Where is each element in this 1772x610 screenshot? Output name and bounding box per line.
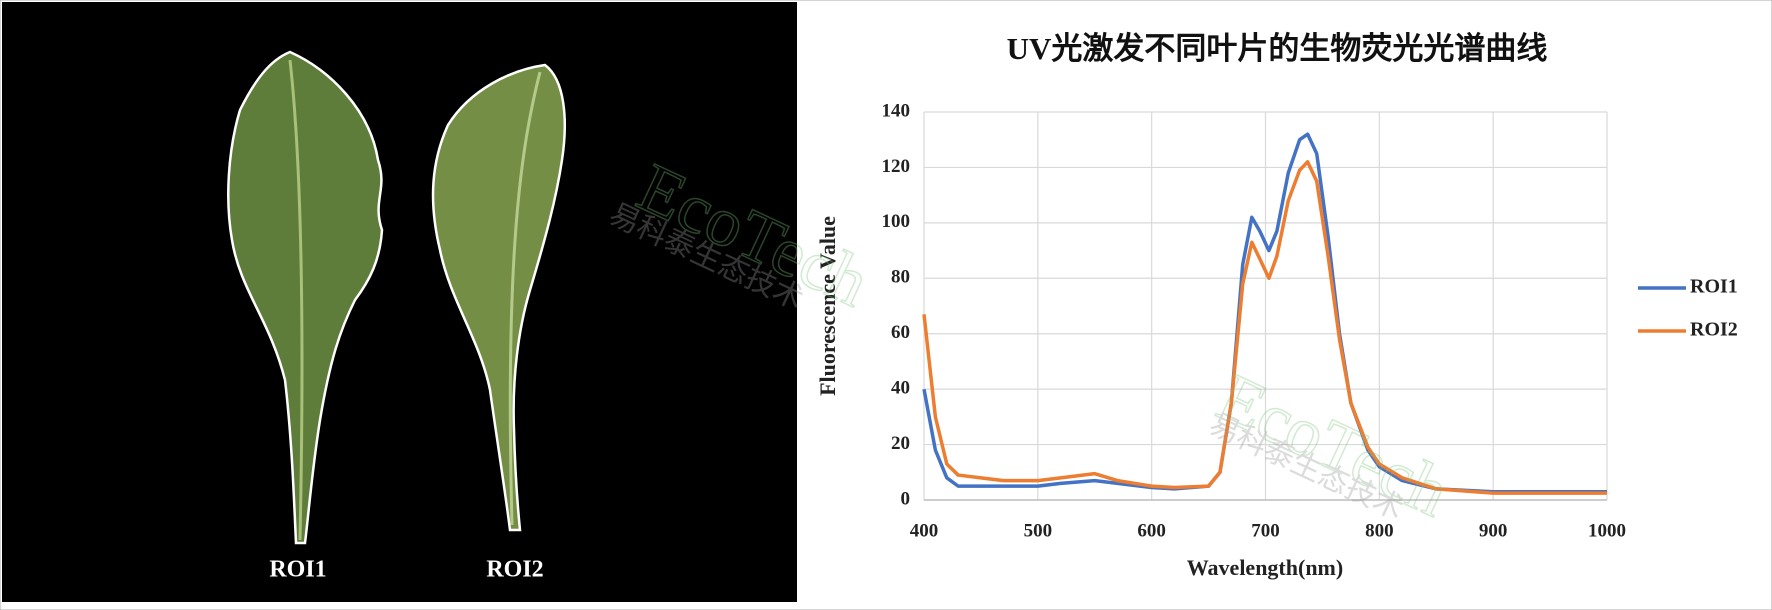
x-tick-label: 700 — [1251, 520, 1280, 541]
legend-label: ROI1 — [1690, 276, 1738, 298]
legend-label: ROI2 — [1690, 319, 1738, 341]
y-tick-label: 100 — [882, 211, 911, 232]
x-tick-label: 800 — [1365, 520, 1394, 541]
image-label: ROI2 — [486, 557, 543, 583]
y-tick-label: 60 — [891, 322, 910, 343]
line-series — [922, 160, 1607, 495]
x-axis-label: Wavelength(nm) — [1187, 555, 1343, 580]
y-tick-label: 120 — [882, 156, 911, 177]
y-axis-label: Fluorescence Value — [815, 216, 840, 396]
x-tick-label: 600 — [1137, 520, 1166, 541]
x-tick-label: 400 — [910, 520, 939, 541]
y-tick-label: 0 — [901, 488, 911, 509]
leaf-roi2 — [431, 63, 566, 532]
y-tick-label: 20 — [891, 433, 910, 454]
x-tick-label: 900 — [1479, 520, 1508, 541]
y-tick-label: 140 — [882, 100, 911, 121]
photo-panel — [2, 2, 797, 602]
y-tick-label: 40 — [891, 378, 910, 399]
leaf-roi1 — [227, 50, 384, 545]
x-tick-label: 500 — [1024, 520, 1053, 541]
image-label: ROI1 — [269, 557, 326, 583]
chart-title: UV光激发不同叶片的生物荧光光谱曲线 — [1007, 31, 1548, 66]
y-tick-label: 80 — [891, 267, 910, 288]
x-tick-label: 1000 — [1588, 520, 1626, 541]
